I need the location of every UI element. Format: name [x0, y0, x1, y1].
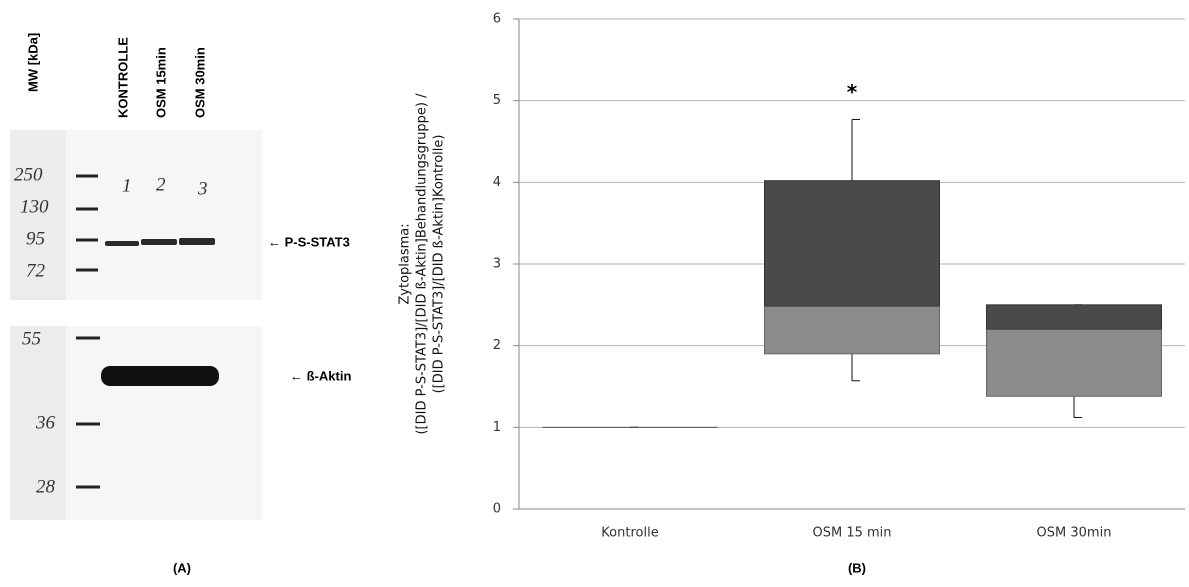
y-axis-label: ([DID P-S-STAT3]/[DID ß-Aktin]Behandlung…	[415, 93, 430, 435]
band-label: ← P-S-STAT3	[268, 234, 350, 249]
panel-label: (B)	[848, 560, 866, 575]
marker-label: 250	[14, 164, 43, 185]
x-tick-label: OSM 30min	[1037, 526, 1112, 541]
y-tick-label: 1	[493, 420, 501, 435]
y-tick-label: 2	[493, 338, 501, 353]
bands	[101, 238, 219, 386]
marker-label: 55	[22, 328, 41, 349]
blot-header: OSM 15min	[153, 47, 168, 118]
blot-top-lanes	[66, 130, 262, 300]
marker-label: 95	[26, 228, 45, 249]
x-tick-label: Kontrolle	[601, 526, 658, 541]
y-tick-label: 3	[493, 257, 501, 272]
marker-label: 28	[36, 476, 56, 497]
significance: *	[847, 80, 858, 104]
box-upper	[986, 304, 1162, 330]
lane-number: 2	[156, 174, 166, 195]
box-upper	[764, 180, 940, 307]
marker-label: 72	[26, 260, 46, 281]
y-tick-label: 0	[493, 502, 501, 517]
box-lower	[986, 328, 1162, 397]
marker-label: 130	[20, 196, 49, 217]
y-tick-label: 4	[493, 175, 501, 190]
marker-dashes	[76, 174, 100, 489]
blot-header: KONTROLLE	[115, 37, 130, 118]
blot-header: OSM 30min	[192, 47, 207, 118]
y-tick-label: 6	[493, 12, 501, 27]
box-lower	[764, 305, 940, 355]
marker-label: 36	[35, 412, 56, 433]
y-axis-label: ([DID P-S-STAT3]/[DID ß-Aktin]Kontrolle)	[432, 135, 447, 394]
y-tick-label: 5	[493, 93, 501, 108]
lane-number: 3	[197, 178, 208, 199]
panel-label: (A)	[173, 560, 191, 575]
lane-number: 1	[122, 175, 132, 196]
blot-header: MW [kDa]	[25, 33, 40, 92]
x-tick-label: OSM 15 min	[812, 526, 891, 541]
band-label: ← ß-Aktin	[290, 368, 351, 383]
y-axis-label: Zytoplasma:	[398, 223, 413, 304]
